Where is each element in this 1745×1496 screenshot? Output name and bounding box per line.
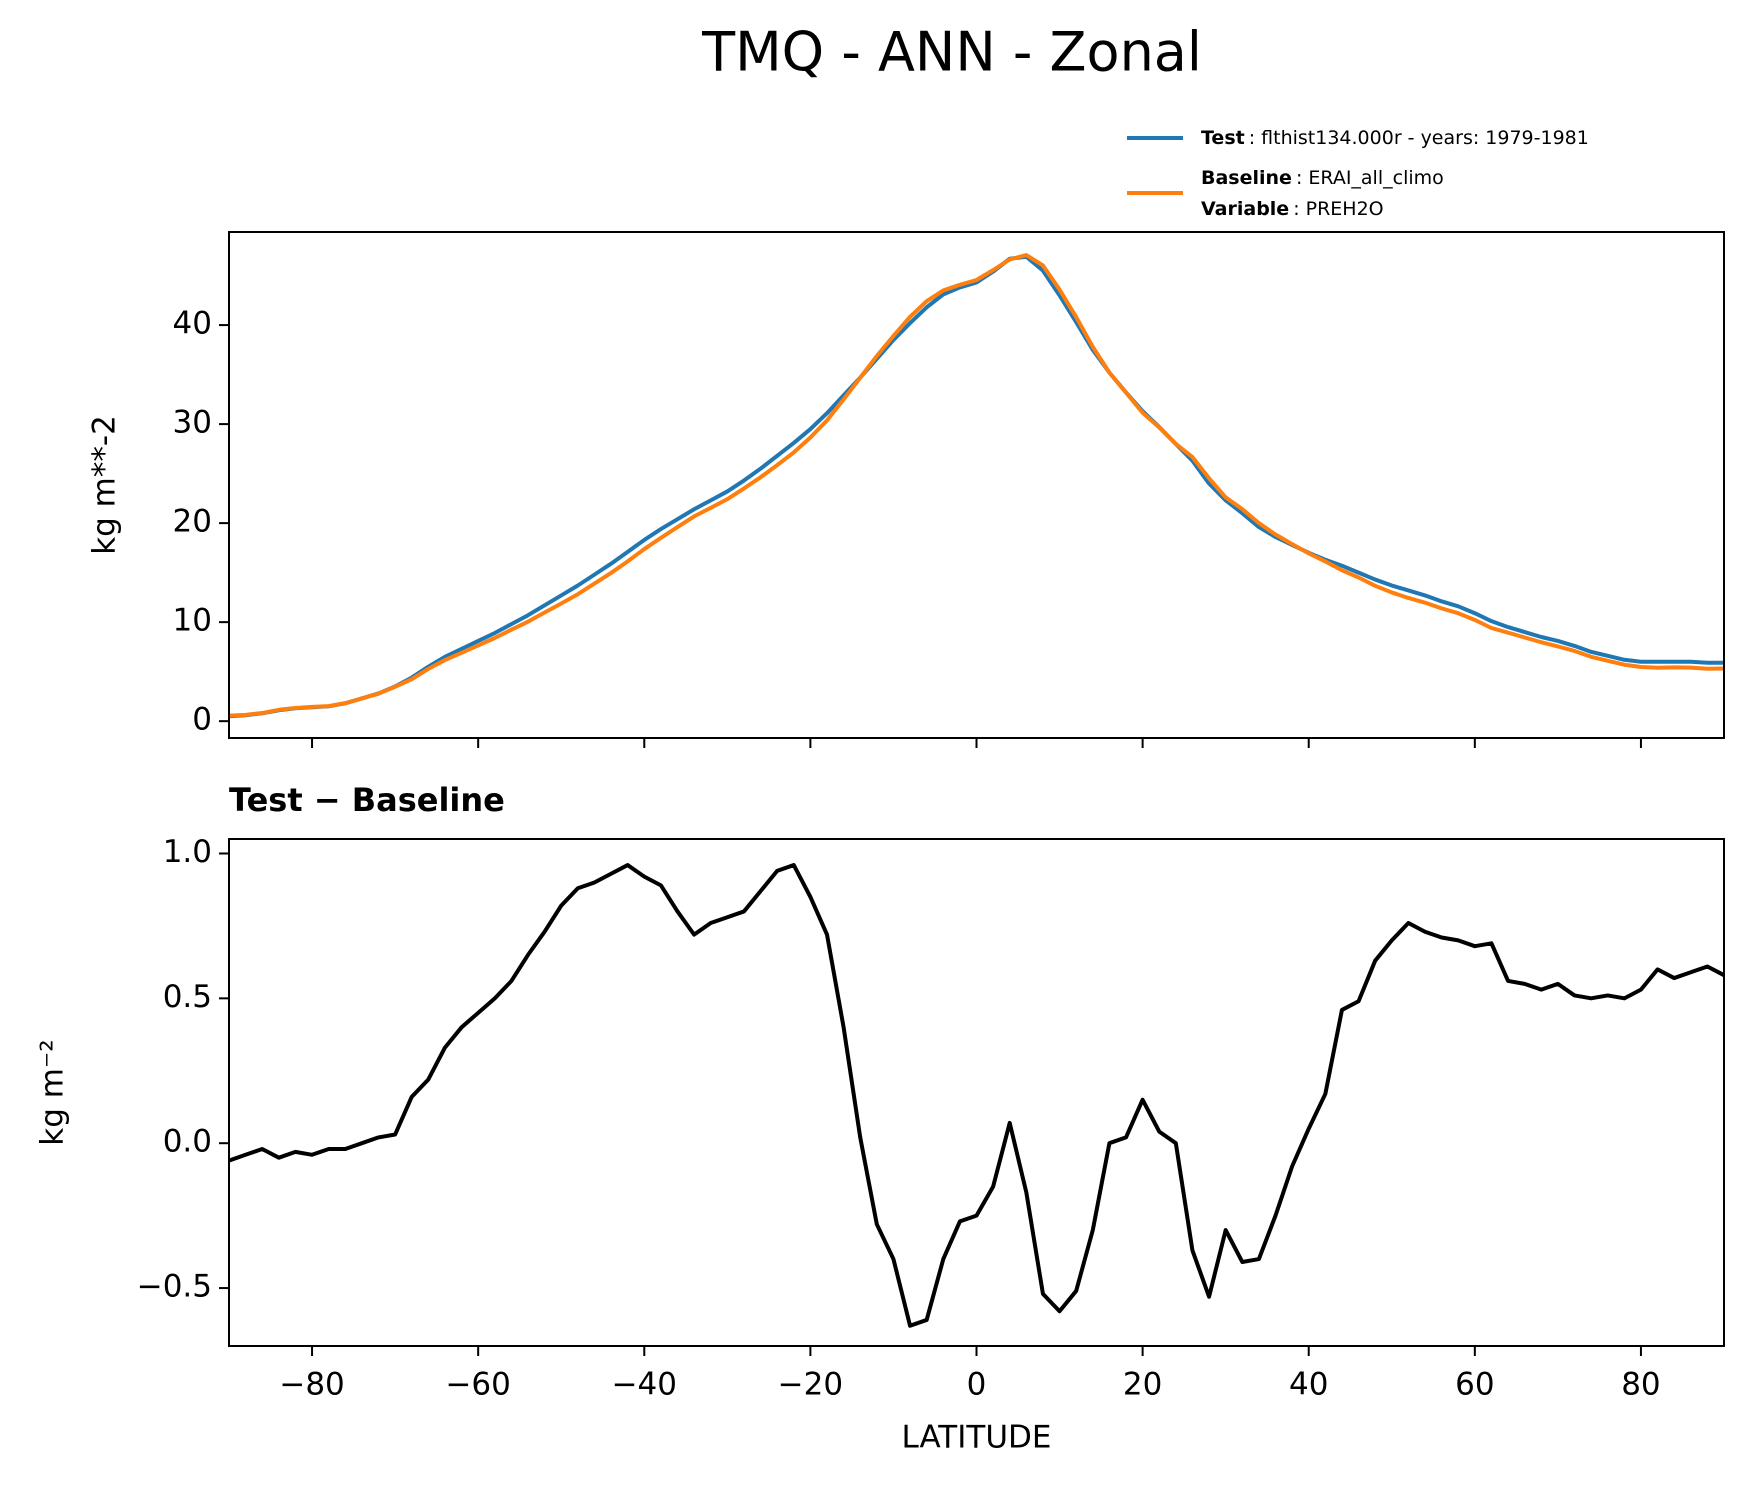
legend-entry-extra: Variable: PREH2O: [1201, 198, 1384, 220]
x-tick-label: 80: [1621, 1367, 1660, 1403]
legend-entry: Baseline: ERAI_all_climo: [1201, 167, 1444, 189]
y-tick-label: 10: [173, 603, 212, 639]
y-tick-label: 0.0: [163, 1124, 212, 1160]
y-tick-label: −0.5: [137, 1269, 212, 1305]
y-tick-label: 1.0: [163, 834, 212, 870]
figure-title: TMQ - ANN - Zonal: [701, 21, 1202, 84]
x-tick-label: 40: [1289, 1367, 1328, 1403]
y-axis-label: kg m**-2: [87, 415, 123, 555]
data-line: [229, 254, 1724, 719]
y-tick-label: 30: [173, 405, 212, 441]
legend-detail: : ERAI_all_climo: [1296, 167, 1444, 189]
legend-name: Variable: [1201, 198, 1289, 220]
x-tick-label: −20: [778, 1367, 843, 1403]
x-tick-label: −40: [612, 1367, 677, 1403]
axes-frame: [228, 231, 1725, 739]
data-line: [229, 253, 1724, 718]
x-tick-label: 60: [1455, 1367, 1494, 1403]
axes-frame: [228, 838, 1725, 1347]
data-line: [229, 863, 1724, 1328]
y-tick-label: 0: [192, 702, 212, 738]
axes-title: Test − Baseline: [229, 781, 505, 819]
legend-name: Baseline: [1201, 167, 1292, 189]
y-tick-label: 20: [173, 504, 212, 540]
x-tick-label: −80: [279, 1367, 344, 1403]
x-tick-label: −60: [445, 1367, 510, 1403]
x-tick-label: 0: [967, 1367, 987, 1403]
y-tick-label: 40: [173, 306, 212, 342]
legend-entry: Test: flthist134.000r - years: 1979-1981: [1201, 127, 1589, 149]
legend-detail: : flthist134.000r - years: 1979-1981: [1249, 127, 1589, 149]
x-tick-label: 20: [1123, 1367, 1162, 1403]
legend-name: Test: [1201, 127, 1245, 149]
y-tick-label: 0.5: [163, 979, 212, 1015]
legend-detail: : PREH2O: [1293, 198, 1383, 220]
x-axis-label: LATITUDE: [902, 1420, 1052, 1456]
y-axis-label: kg m⁻²: [35, 1039, 71, 1145]
